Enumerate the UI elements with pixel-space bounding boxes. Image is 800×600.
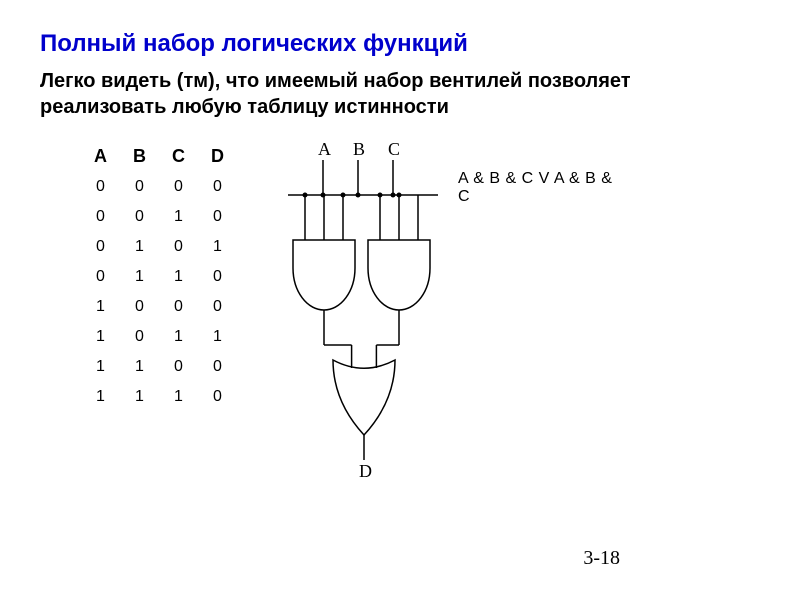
table-cell: 0 — [199, 293, 236, 321]
page-number: 3-18 — [583, 547, 620, 570]
circuit-diagram: A B C D A & B & C V A & B & C — [268, 140, 628, 485]
table-row: 1110 — [82, 383, 236, 411]
table-header-row: A B C D — [82, 142, 236, 171]
table-cell: 0 — [160, 233, 197, 261]
col-D: D — [199, 142, 236, 171]
table-cell: 0 — [121, 293, 158, 321]
table-cell: 0 — [160, 173, 197, 201]
table-row: 0010 — [82, 203, 236, 231]
table-cell: 1 — [199, 233, 236, 261]
col-C: C — [160, 142, 197, 171]
input-label: A — [318, 140, 331, 159]
table-cell: 0 — [199, 383, 236, 411]
table-cell: 1 — [121, 353, 158, 381]
content-row: A B C D 00000010010101101000101111001110… — [40, 140, 760, 485]
table-cell: 1 — [82, 323, 119, 351]
table-cell: 0 — [199, 353, 236, 381]
table-cell: 1 — [160, 203, 197, 231]
table-cell: 0 — [199, 263, 236, 291]
table-cell: 0 — [82, 203, 119, 231]
and-gate-2 — [368, 240, 430, 310]
table-cell: 1 — [199, 323, 236, 351]
table-cell: 0 — [82, 263, 119, 291]
table-cell: 1 — [82, 383, 119, 411]
table-cell: 1 — [82, 353, 119, 381]
truth-table: A B C D 00000010010101101000101111001110 — [80, 140, 238, 413]
table-cell: 0 — [82, 233, 119, 261]
table-cell: 1 — [160, 323, 197, 351]
table-row: 1000 — [82, 293, 236, 321]
page-subtitle: Легко видеть (тм), что имеемый набор вен… — [40, 68, 760, 120]
table-cell: 1 — [82, 293, 119, 321]
input-label: C — [388, 140, 400, 159]
input-label: B — [353, 140, 365, 159]
col-B: B — [121, 142, 158, 171]
table-row: 0101 — [82, 233, 236, 261]
table-cell: 0 — [121, 173, 158, 201]
table-cell: 1 — [121, 383, 158, 411]
table-cell: 0 — [199, 173, 236, 201]
table-cell: 1 — [121, 263, 158, 291]
table-row: 0110 — [82, 263, 236, 291]
table-cell: 1 — [121, 233, 158, 261]
table-row: 0000 — [82, 173, 236, 201]
table-cell: 1 — [160, 263, 197, 291]
table-cell: 0 — [82, 173, 119, 201]
table-cell: 0 — [121, 203, 158, 231]
table-cell: 0 — [199, 203, 236, 231]
table-row: 1011 — [82, 323, 236, 351]
boolean-formula: A & B & C V A & B & C — [458, 170, 628, 206]
and-gate-1 — [293, 240, 355, 310]
table-cell: 0 — [160, 293, 197, 321]
table-cell: 1 — [160, 383, 197, 411]
col-A: A — [82, 142, 119, 171]
page-title: Полный набор логических функций — [40, 30, 760, 58]
table-cell: 0 — [160, 353, 197, 381]
or-gate — [333, 360, 395, 435]
output-label: D — [359, 461, 372, 480]
table-row: 1100 — [82, 353, 236, 381]
table-cell: 0 — [121, 323, 158, 351]
